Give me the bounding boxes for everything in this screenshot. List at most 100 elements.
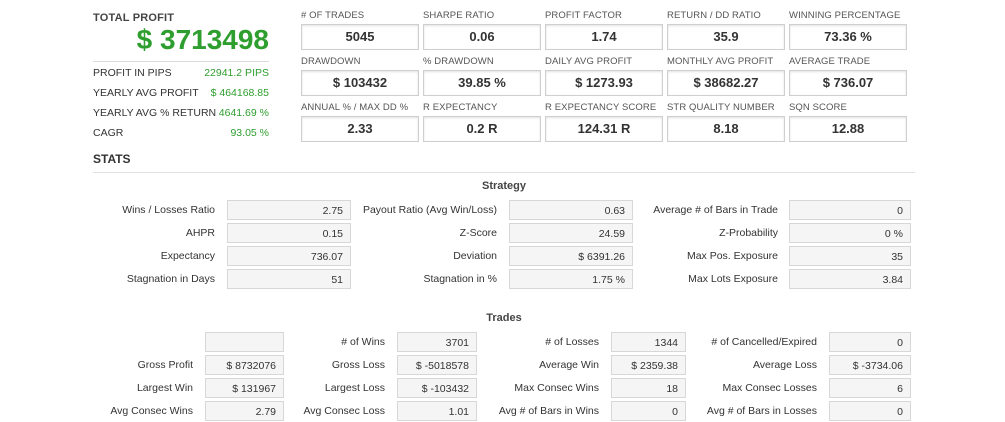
metric-label: R EXPECTANCY SCORE (545, 102, 657, 113)
strategy-value: 0 % (789, 223, 911, 243)
yearly-avg-profit-label: YEARLY AVG PROFIT (93, 87, 199, 99)
strategy-value: 3.84 (789, 269, 911, 289)
trades-value: $ -103432 (397, 378, 477, 398)
strategy-label: Payout Ratio (Avg Win/Loss) (362, 204, 497, 216)
strategy-value: 35 (789, 246, 911, 266)
strategy-label: Deviation (453, 250, 497, 262)
trades-value: $ 8732076 (205, 355, 284, 375)
strategy-value: 736.07 (227, 246, 351, 266)
trades-value: $ 131967 (205, 378, 284, 398)
metric-value: 8.18 (667, 116, 785, 142)
trades-value: 2.79 (205, 401, 284, 421)
trades-label: Max Consec Losses (722, 382, 817, 394)
metric-value: $ 1273.93 (545, 70, 663, 96)
profit-in-pips-value: 22941.2 PIPS (204, 67, 269, 79)
strategy-value: 24.59 (509, 223, 633, 243)
total-profit-value: $ 3713498 (136, 24, 269, 55)
metric-sharpe-ratio: SHARPE RATIO 0.06 (423, 10, 541, 50)
metric-value: $ 103432 (301, 70, 419, 96)
trades-value: 3701 (397, 332, 477, 352)
metric-trades: # OF TRADES 5045 (301, 10, 419, 50)
metric-annual-max-dd: ANNUAL % / MAX DD % 2.33 (301, 102, 419, 142)
trades-value: 18 (611, 378, 686, 398)
metric-label: DAILY AVG PROFIT (545, 56, 633, 67)
metric-value: 124.31 R (545, 116, 663, 142)
yearly-avg-return-label: YEARLY AVG % RETURN (93, 107, 217, 119)
profit-in-pips-row: PROFIT IN PIPS 22941.2 PIPS (93, 64, 269, 82)
trades-value: 1.01 (397, 401, 477, 421)
metric-r-expectancy-score: R EXPECTANCY SCORE 124.31 R (545, 102, 663, 142)
trades-label: Gross Loss (331, 359, 385, 371)
metric-label: PROFIT FACTOR (545, 10, 622, 21)
metric-label: STR QUALITY NUMBER (667, 102, 775, 113)
yearly-avg-profit-value: $ 464168.85 (210, 87, 269, 99)
strategy-label: Z-Probability (719, 227, 778, 239)
strategy-value: 0.63 (509, 200, 633, 220)
metric-label: ANNUAL % / MAX DD % (301, 102, 409, 113)
trades-label: Gross Profit (137, 359, 193, 371)
strategy-value: $ 6391.26 (509, 246, 633, 266)
trades-label: Avg # of Bars in Losses (706, 405, 817, 417)
metric-label: DRAWDOWN (301, 56, 361, 67)
stats-title: STATS (93, 152, 131, 166)
trades-label: Largest Loss (324, 382, 385, 394)
trades-value: 0 (829, 401, 911, 421)
trades-label: Avg # of Bars in Wins (498, 405, 599, 417)
trades-value (205, 332, 284, 352)
metric-r-expectancy: R EXPECTANCY 0.2 R (423, 102, 541, 142)
trades-value: 0 (829, 332, 911, 352)
metric-winning-percentage: WINNING PERCENTAGE 73.36 % (789, 10, 907, 50)
strategy-value: 2.75 (227, 200, 351, 220)
metric-sqn-score: SQN SCORE 12.88 (789, 102, 907, 142)
metric-label: SQN SCORE (789, 102, 847, 113)
strategy-label: Average # of Bars in Trade (653, 204, 778, 216)
strategy-label: AHPR (185, 227, 215, 239)
cagr-row: CAGR 93.05 % (93, 124, 269, 142)
total-profit-title: TOTAL PROFIT (93, 12, 175, 24)
trades-title: Trades (486, 312, 522, 324)
strategy-label: Wins / Losses Ratio (122, 204, 215, 216)
metric-average-trade: AVERAGE TRADE $ 736.07 (789, 56, 907, 96)
strategy-label: Expectancy (160, 250, 215, 262)
strategy-value: 1.75 % (509, 269, 633, 289)
trades-label: Average Win (539, 359, 599, 371)
total-profit-divider (93, 61, 269, 62)
metric-label: R EXPECTANCY (423, 102, 498, 113)
trades-label: Largest Win (136, 382, 193, 394)
metric-return-dd-ratio: RETURN / DD RATIO 35.9 (667, 10, 785, 50)
metric-label: SHARPE RATIO (423, 10, 495, 21)
cagr-value: 93.05 % (230, 127, 269, 139)
trades-value: $ -5018578 (397, 355, 477, 375)
strategy-label: Max Pos. Exposure (686, 250, 778, 262)
trades-label: Avg Consec Loss (303, 405, 385, 417)
strategy-value: 0.15 (227, 223, 351, 243)
metric-str-quality-number: STR QUALITY NUMBER 8.18 (667, 102, 785, 142)
strategy-label: Max Lots Exposure (688, 273, 778, 285)
trades-value: $ -3734.06 (829, 355, 911, 375)
strategy-label: Z-Score (459, 227, 497, 239)
metric-value: 1.74 (545, 24, 663, 50)
strategy-label: Stagnation in % (423, 273, 497, 285)
metric-value: 2.33 (301, 116, 419, 142)
metric-label: % DRAWDOWN (423, 56, 494, 67)
metric-profit-factor: PROFIT FACTOR 1.74 (545, 10, 663, 50)
trades-value: $ 2359.38 (611, 355, 686, 375)
metric-daily-avg-profit: DAILY AVG PROFIT $ 1273.93 (545, 56, 663, 96)
trades-label: Average Loss (752, 359, 817, 371)
metric-label: # OF TRADES (301, 10, 365, 21)
strategy-label: Stagnation in Days (126, 273, 215, 285)
yearly-avg-profit-row: YEARLY AVG PROFIT $ 464168.85 (93, 84, 269, 102)
metric-value: 35.9 (667, 24, 785, 50)
profit-in-pips-label: PROFIT IN PIPS (93, 67, 172, 79)
trades-value: 6 (829, 378, 911, 398)
trades-label: # of Losses (545, 336, 599, 348)
metric-label: MONTHLY AVG PROFIT (667, 56, 774, 67)
strategy-value: 0 (789, 200, 911, 220)
yearly-avg-return-row: YEARLY AVG % RETURN 4641.69 % (93, 104, 269, 122)
trades-label: # of Wins (341, 336, 385, 348)
metric-monthly-avg-profit: MONTHLY AVG PROFIT $ 38682.27 (667, 56, 785, 96)
metric-value: 73.36 % (789, 24, 907, 50)
trades-value: 0 (611, 401, 686, 421)
metric-value: 12.88 (789, 116, 907, 142)
metric-value: $ 736.07 (789, 70, 907, 96)
